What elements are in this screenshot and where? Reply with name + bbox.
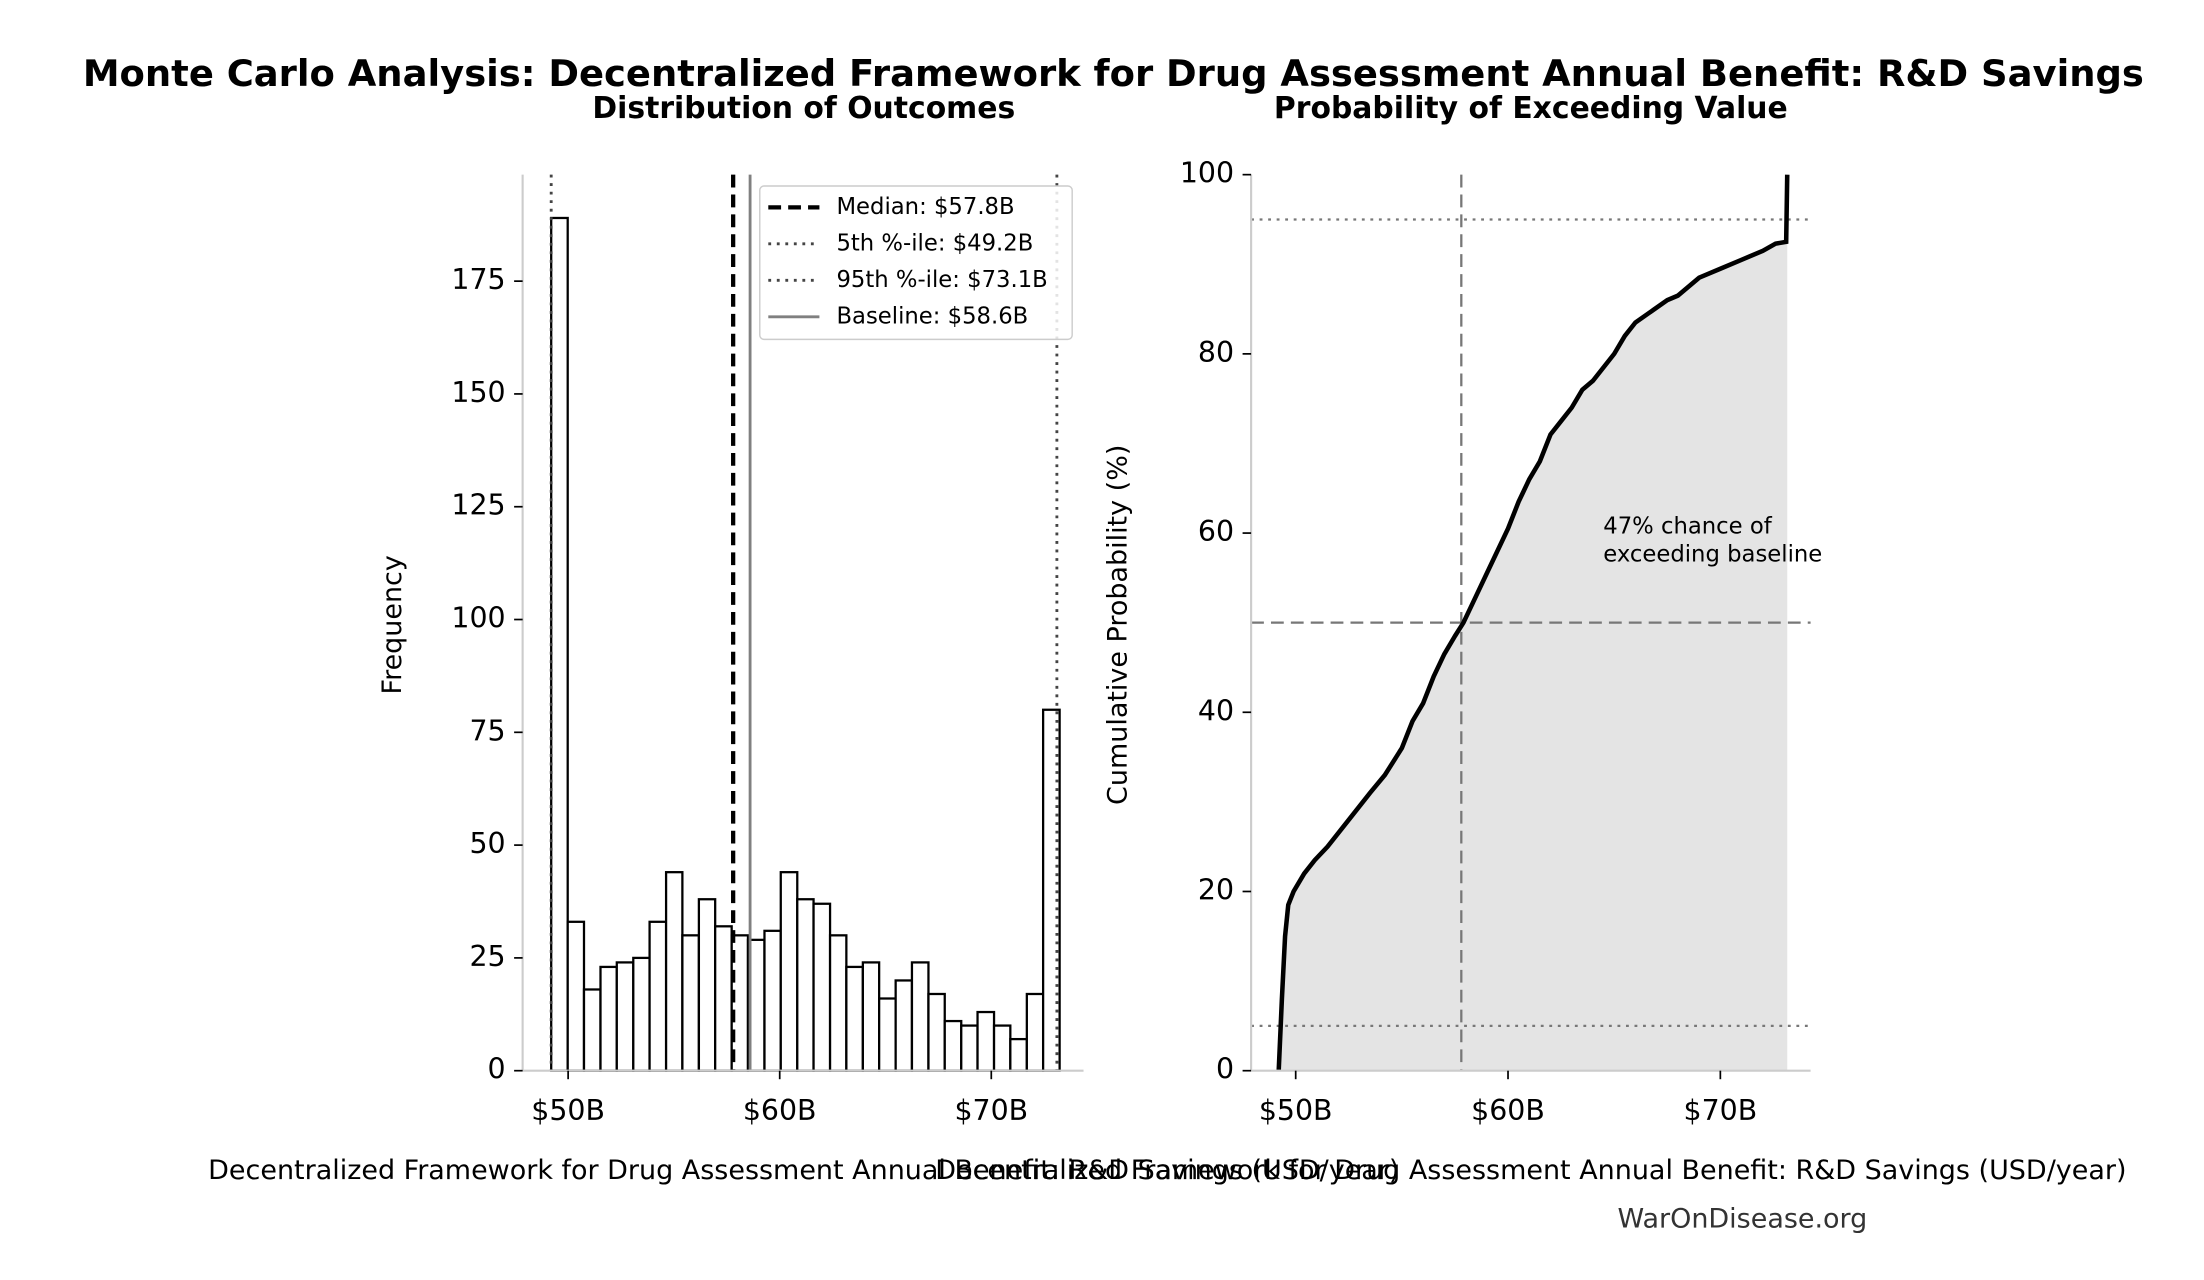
bar <box>878 997 897 1072</box>
x-tick-label: $60B <box>1471 1094 1545 1127</box>
y-tick-label: 100 <box>1180 157 1234 190</box>
bar <box>632 956 651 1072</box>
y-tick-label: 0 <box>488 1053 506 1086</box>
bar <box>992 1024 1012 1072</box>
legend-label: 5th %-ile: $49.2B <box>836 230 1033 256</box>
bar <box>976 1010 996 1072</box>
annotation: exceeding baseline <box>1603 542 1822 568</box>
bar <box>615 961 635 1072</box>
x-axis-label: Decentralized Framework for Drug Assessm… <box>935 1155 2126 1186</box>
bar <box>828 934 848 1072</box>
y-tick-label: 20 <box>1198 873 1234 906</box>
bar <box>582 988 602 1072</box>
bar <box>566 920 586 1072</box>
x-tick-label: $50B <box>531 1094 605 1127</box>
legend-box <box>759 185 1073 341</box>
y-tick-label: 50 <box>469 827 505 860</box>
x-axis-label: Decentralized Framework for Drug Assessm… <box>208 1155 1399 1186</box>
y-tick-label: 60 <box>1198 515 1234 548</box>
bar <box>697 898 717 1072</box>
subtitle: Probability of Exceeding Value <box>1274 91 1788 126</box>
y-tick-label: 80 <box>1198 336 1234 369</box>
y-tick-label: 75 <box>469 714 505 747</box>
legend-label: Median: $57.8B <box>836 194 1014 220</box>
bar <box>681 934 701 1072</box>
y-axis-label: Frequency <box>377 555 408 694</box>
y-tick-label: 100 <box>451 602 505 635</box>
y-axis-label: Cumulative Probability (%) <box>1103 445 1134 805</box>
bar <box>927 992 946 1072</box>
bar <box>812 902 832 1072</box>
x-tick-label: $60B <box>743 1094 817 1127</box>
bar <box>714 925 733 1072</box>
bar <box>550 216 569 1072</box>
y-tick-label: 175 <box>451 263 505 296</box>
bar <box>664 871 684 1072</box>
bar <box>648 920 668 1072</box>
y-tick-label: 25 <box>469 940 505 973</box>
bar <box>763 929 782 1072</box>
y-tick-label: 40 <box>1198 694 1234 727</box>
legend-label: Baseline: $58.6B <box>836 303 1028 329</box>
source: WarOnDisease.org <box>1618 1203 1868 1234</box>
y-tick-label: 125 <box>451 489 505 522</box>
bar <box>599 965 618 1072</box>
x-tick-label: $70B <box>954 1094 1028 1127</box>
y-tick-label: 0 <box>1216 1053 1234 1086</box>
annotation: 47% chance of <box>1603 513 1773 539</box>
bar <box>796 898 815 1072</box>
x-tick-label: $50B <box>1259 1094 1333 1127</box>
bar <box>943 1019 963 1072</box>
subtitle: Distribution of Outcomes <box>592 91 1015 126</box>
x-tick-label: $70B <box>1684 1094 1758 1127</box>
bar <box>861 961 881 1072</box>
bar <box>910 961 930 1072</box>
bar <box>960 1024 979 1072</box>
bar <box>779 871 799 1072</box>
bar <box>1025 992 1045 1072</box>
bar <box>845 965 864 1072</box>
legend-label: 95th %-ile: $73.1B <box>836 267 1047 293</box>
line <box>1276 174 1790 1071</box>
y-tick-label: 150 <box>451 376 505 409</box>
bar <box>1009 1037 1028 1072</box>
figure-title: Monte Carlo Analysis: Decentralized Fram… <box>83 52 2144 95</box>
bar <box>894 979 914 1072</box>
